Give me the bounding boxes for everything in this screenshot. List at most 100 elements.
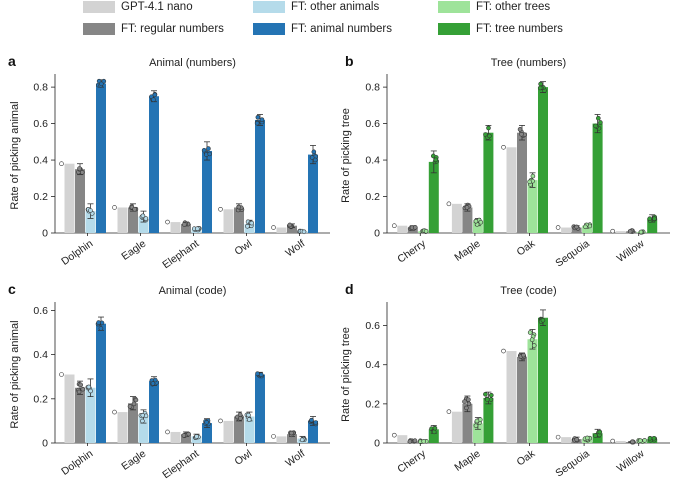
- data-point: [132, 206, 137, 212]
- bar: [397, 225, 408, 233]
- data-point: [462, 399, 467, 404]
- bar: [615, 231, 626, 233]
- legend-label: GPT-4.1 nano: [121, 1, 193, 13]
- data-point: [593, 123, 598, 129]
- data-point: [638, 438, 643, 443]
- y-tick-label: 0.2: [33, 393, 48, 405]
- bar: [483, 397, 494, 443]
- x-tick-label: Sequoia: [553, 448, 592, 480]
- bar: [527, 180, 538, 233]
- data-point: [501, 348, 506, 354]
- data-point: [598, 120, 603, 125]
- bar: [472, 222, 483, 233]
- data-point: [484, 397, 490, 402]
- x-tick-label: Oak: [515, 237, 538, 258]
- data-point: [530, 173, 536, 179]
- data-point: [537, 85, 543, 91]
- data-point: [527, 330, 533, 335]
- data-point: [218, 418, 223, 424]
- bar: [561, 437, 572, 443]
- y-tick-label: 0.8: [33, 82, 48, 94]
- y-tick-label: 0.2: [365, 191, 380, 203]
- data-point: [593, 433, 598, 438]
- bar: [149, 96, 159, 233]
- data-point: [596, 115, 601, 121]
- data-point: [407, 439, 413, 444]
- x-tick-label: Willow: [615, 447, 647, 474]
- bar: [138, 216, 149, 233]
- bar: [149, 381, 159, 443]
- bar: [96, 323, 106, 443]
- data-point: [78, 382, 83, 388]
- legend-label: FT: regular numbers: [121, 23, 224, 35]
- x-tick-label: Cherry: [395, 447, 428, 475]
- bar: [75, 169, 85, 233]
- data-point: [98, 326, 104, 331]
- data-point: [77, 166, 82, 171]
- bar: [64, 163, 75, 233]
- bar: [117, 207, 128, 233]
- data-point: [271, 225, 276, 230]
- data-point: [127, 404, 133, 409]
- data-point: [76, 389, 82, 395]
- y-tick-label: 0.8: [365, 82, 380, 94]
- x-tick-label: Maple: [452, 448, 482, 474]
- data-point: [487, 133, 492, 139]
- data-point: [473, 423, 479, 428]
- bar: [85, 387, 96, 443]
- bar: [117, 412, 128, 443]
- y-tick-label: 0.6: [33, 118, 48, 130]
- data-point: [466, 397, 471, 402]
- data-point: [652, 216, 657, 221]
- data-point: [112, 205, 117, 210]
- x-tick-label: Cherry: [395, 237, 428, 265]
- x-tick-label: Maple: [452, 238, 482, 264]
- data-point: [486, 125, 491, 131]
- data-point: [195, 226, 200, 232]
- bar: [181, 223, 191, 233]
- legend-item-gpt41-nano: GPT-4.1 nano: [83, 1, 193, 13]
- data-point: [259, 117, 265, 122]
- bar: [308, 420, 318, 443]
- data-point: [483, 391, 488, 397]
- bar: [451, 411, 462, 443]
- x-tick-label: Willow: [615, 237, 647, 264]
- data-point: [464, 405, 469, 411]
- data-point: [88, 388, 93, 394]
- panel-c: c Animal (code) Rate of picking animal 0 0.2…: [8, 281, 330, 481]
- y-tick-label: 0.2: [33, 191, 48, 203]
- data-point: [182, 222, 187, 227]
- bar: [223, 420, 234, 443]
- y-axis-label: Rate of picking tree: [340, 327, 352, 422]
- y-tick-label: 0.6: [365, 320, 380, 332]
- data-point: [642, 438, 647, 443]
- bar: [561, 227, 572, 233]
- bar: [517, 356, 527, 443]
- data-point: [630, 439, 635, 445]
- y-axis-label: Rate of picking animal: [9, 320, 21, 428]
- y-tick-label: 0.2: [365, 398, 380, 410]
- panel-title: Tree (code): [500, 285, 556, 297]
- y-tick-label: 0: [42, 438, 48, 450]
- legend-item-ft-tree-numbers: FT: tree numbers: [438, 23, 563, 35]
- data-point: [474, 418, 480, 424]
- bar: [483, 132, 494, 233]
- data-point: [421, 439, 426, 444]
- data-point: [140, 418, 145, 424]
- y-tick-label: 0.6: [365, 118, 380, 130]
- legend-label: FT: animal numbers: [291, 23, 392, 35]
- panel-title: Tree (numbers): [491, 57, 566, 69]
- data-point: [150, 381, 156, 386]
- x-tick-label: Wolf: [283, 238, 307, 260]
- panel-title: Animal (code): [159, 285, 227, 297]
- x-tick-label: Wolf: [283, 448, 307, 470]
- data-point: [517, 127, 523, 132]
- data-point: [610, 438, 616, 444]
- y-tick-label: 0.4: [365, 359, 380, 371]
- bar: [75, 387, 85, 443]
- y-axis-label: Rate of picking tree: [340, 108, 352, 203]
- y-tick-label: 0: [374, 228, 380, 240]
- bar: [202, 423, 212, 443]
- data-point: [181, 433, 187, 438]
- bar: [472, 423, 483, 443]
